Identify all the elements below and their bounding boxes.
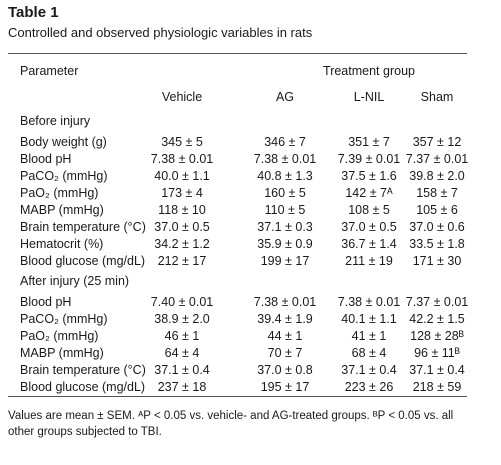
cell-ag: 70 ± 7 bbox=[267, 346, 303, 360]
cell-ag: 160 ± 5 bbox=[264, 186, 306, 200]
row-label: PaO₂ (mmHg) bbox=[20, 329, 99, 343]
table-row: PaCO₂ (mmHg) 38.9 ± 2.0 39.4 ± 1.9 40.1 … bbox=[0, 312, 501, 331]
cell-sham: 96 ± 11ᴮ bbox=[414, 346, 460, 360]
column-header-ag: AG bbox=[275, 90, 295, 104]
table-row: PaO₂ (mmHg) 46 ± 1 44 ± 1 41 ± 1 128 ± 2… bbox=[0, 329, 501, 348]
table-subtitle: Controlled and observed physiologic vari… bbox=[8, 25, 313, 40]
cell-sham: 33.5 ± 1.8 bbox=[409, 237, 465, 251]
table-title: Table 1 bbox=[8, 4, 59, 21]
cell-ag: 195 ± 17 bbox=[260, 380, 310, 394]
table-row: Body weight (g) 345 ± 5 346 ± 7 351 ± 7 … bbox=[0, 135, 501, 154]
cell-ag: 7.38 ± 0.01 bbox=[253, 152, 317, 166]
row-label: Blood glucose (mg/dL) bbox=[20, 254, 146, 268]
cell-l-nil: 37.1 ± 0.4 bbox=[341, 363, 397, 377]
section-after-injury: After injury (25 min) bbox=[20, 274, 130, 288]
row-label: Hematocrit (%) bbox=[20, 237, 104, 251]
cell-ag: 44 ± 1 bbox=[267, 329, 303, 343]
cell-vehicle: 46 ± 1 bbox=[164, 329, 200, 343]
column-header-sham: Sham bbox=[420, 90, 454, 104]
cell-ag: 40.8 ± 1.3 bbox=[257, 169, 313, 183]
cell-l-nil: 36.7 ± 1.4 bbox=[341, 237, 397, 251]
cell-sham: 171 ± 30 bbox=[412, 254, 462, 268]
cell-l-nil: 108 ± 5 bbox=[348, 203, 390, 217]
bottom-rule bbox=[8, 396, 467, 397]
cell-vehicle: 34.2 ± 1.2 bbox=[154, 237, 210, 251]
table-row: Brain temperature (°C) 37.1 ± 0.4 37.0 ±… bbox=[0, 363, 501, 382]
cell-vehicle: 40.0 ± 1.1 bbox=[154, 169, 210, 183]
cell-sham: 218 ± 59 bbox=[412, 380, 462, 394]
cell-ag: 37.1 ± 0.3 bbox=[257, 220, 313, 234]
cell-vehicle: 37.1 ± 0.4 bbox=[154, 363, 210, 377]
row-label: Brain temperature (°C) bbox=[20, 363, 146, 377]
row-label: PaCO₂ (mmHg) bbox=[20, 169, 108, 183]
cell-ag: 35.9 ± 0.9 bbox=[257, 237, 313, 251]
cell-ag: 7.38 ± 0.01 bbox=[253, 295, 317, 309]
cell-sham: 158 ± 7 bbox=[416, 186, 458, 200]
section-before-injury: Before injury bbox=[20, 114, 91, 128]
row-label: MABP (mmHg) bbox=[20, 203, 104, 217]
cell-sham: 42.2 ± 1.5 bbox=[409, 312, 465, 326]
cell-ag: 110 ± 5 bbox=[264, 203, 306, 217]
cell-l-nil: 68 ± 4 bbox=[351, 346, 387, 360]
table-row: PaCO₂ (mmHg) 40.0 ± 1.1 40.8 ± 1.3 37.5 … bbox=[0, 169, 501, 188]
table-row: Blood glucose (mg/dL) 237 ± 18 195 ± 17 … bbox=[0, 380, 501, 399]
cell-vehicle: 7.40 ± 0.01 bbox=[150, 295, 214, 309]
cell-l-nil: 351 ± 7 bbox=[348, 135, 390, 149]
row-label: MABP (mmHg) bbox=[20, 346, 104, 360]
cell-l-nil: 7.39 ± 0.01 bbox=[337, 152, 401, 166]
cell-vehicle: 237 ± 18 bbox=[157, 380, 207, 394]
cell-vehicle: 212 ± 17 bbox=[157, 254, 207, 268]
cell-l-nil: 40.1 ± 1.1 bbox=[341, 312, 397, 326]
cell-sham: 37.0 ± 0.6 bbox=[409, 220, 465, 234]
cell-sham: 105 ± 6 bbox=[416, 203, 458, 217]
cell-l-nil: 37.5 ± 1.6 bbox=[341, 169, 397, 183]
cell-l-nil: 7.38 ± 0.01 bbox=[337, 295, 401, 309]
table-row: MABP (mmHg) 118 ± 10 110 ± 5 108 ± 5 105… bbox=[0, 203, 501, 222]
cell-l-nil: 142 ± 7ᴬ bbox=[345, 186, 393, 200]
cell-vehicle: 37.0 ± 0.5 bbox=[154, 220, 210, 234]
row-label: Blood pH bbox=[20, 295, 72, 309]
parameter-header: Parameter bbox=[20, 64, 79, 78]
cell-ag: 37.0 ± 0.8 bbox=[257, 363, 313, 377]
column-header-l-nil: L-NIL bbox=[353, 90, 385, 104]
row-label: Body weight (g) bbox=[20, 135, 107, 149]
cell-ag: 199 ± 17 bbox=[260, 254, 310, 268]
row-label: PaO₂ (mmHg) bbox=[20, 186, 99, 200]
cell-vehicle: 118 ± 10 bbox=[158, 203, 206, 217]
table-row: Blood glucose (mg/dL) 212 ± 17 199 ± 17 … bbox=[0, 254, 501, 273]
cell-ag: 39.4 ± 1.9 bbox=[257, 312, 313, 326]
table-footnote: Values are mean ± SEM. ᴬP < 0.05 vs. veh… bbox=[8, 410, 454, 438]
cell-vehicle: 173 ± 4 bbox=[161, 186, 203, 200]
row-label: Blood glucose (mg/dL) bbox=[20, 380, 146, 394]
cell-sham: 128 ± 28ᴮ bbox=[410, 329, 464, 343]
table-row: PaO₂ (mmHg) 173 ± 4 160 ± 5 142 ± 7ᴬ 158… bbox=[0, 186, 501, 205]
table-row: Blood pH 7.40 ± 0.01 7.38 ± 0.01 7.38 ± … bbox=[0, 295, 501, 314]
cell-sham: 357 ± 12 bbox=[412, 135, 462, 149]
table-row: MABP (mmHg) 64 ± 4 70 ± 7 68 ± 4 96 ± 11… bbox=[0, 346, 501, 365]
cell-l-nil: 223 ± 26 bbox=[344, 380, 394, 394]
row-label: Brain temperature (°C) bbox=[20, 220, 146, 234]
treatment-group-header: Treatment group bbox=[323, 64, 415, 78]
cell-l-nil: 211 ± 19 bbox=[345, 254, 393, 268]
cell-vehicle: 64 ± 4 bbox=[164, 346, 200, 360]
row-label: PaCO₂ (mmHg) bbox=[20, 312, 108, 326]
cell-vehicle: 7.38 ± 0.01 bbox=[150, 152, 214, 166]
cell-sham: 39.8 ± 2.0 bbox=[409, 169, 465, 183]
row-label: Blood pH bbox=[20, 152, 72, 166]
cell-l-nil: 37.0 ± 0.5 bbox=[341, 220, 397, 234]
cell-vehicle: 38.9 ± 2.0 bbox=[154, 312, 210, 326]
cell-sham: 7.37 ± 0.01 bbox=[405, 295, 469, 309]
cell-sham: 7.37 ± 0.01 bbox=[405, 152, 469, 166]
column-header-vehicle: Vehicle bbox=[161, 90, 203, 104]
cell-vehicle: 345 ± 5 bbox=[161, 135, 203, 149]
cell-l-nil: 41 ± 1 bbox=[351, 329, 387, 343]
table-row: Brain temperature (°C) 37.0 ± 0.5 37.1 ±… bbox=[0, 220, 501, 239]
table-row: Hematocrit (%) 34.2 ± 1.2 35.9 ± 0.9 36.… bbox=[0, 237, 501, 256]
table-row: Blood pH 7.38 ± 0.01 7.38 ± 0.01 7.39 ± … bbox=[0, 152, 501, 171]
cell-sham: 37.1 ± 0.4 bbox=[409, 363, 465, 377]
top-rule bbox=[8, 53, 467, 54]
cell-ag: 346 ± 7 bbox=[264, 135, 306, 149]
